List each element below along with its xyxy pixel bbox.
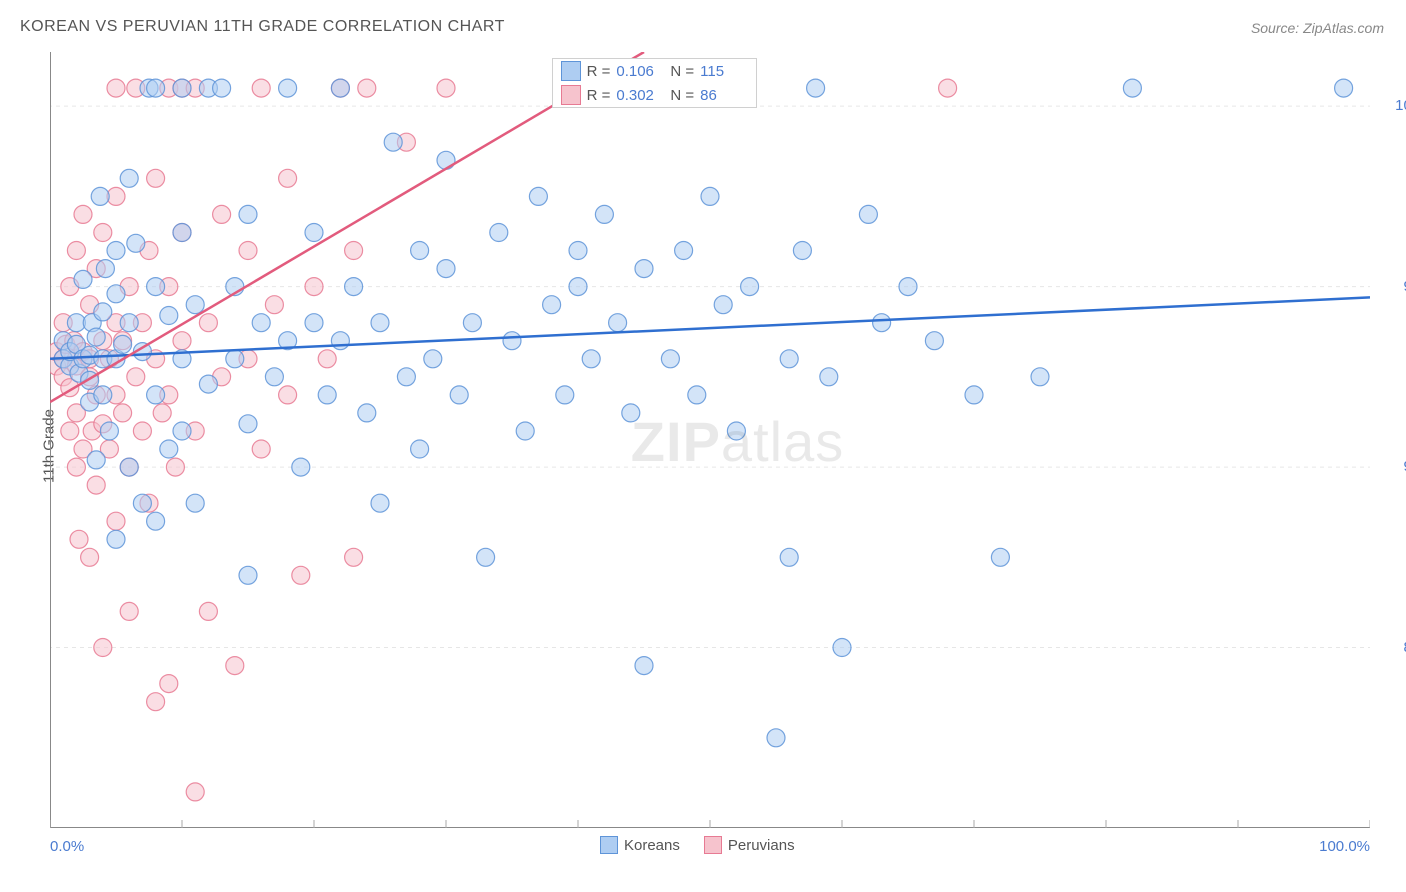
source-citation: Source: ZipAtlas.com — [1251, 20, 1384, 36]
chart-title: KOREAN VS PERUVIAN 11TH GRADE CORRELATIO… — [20, 18, 505, 36]
series-legend: Koreans Peruvians — [600, 836, 795, 854]
y-tick-label: 95.0% — [1376, 278, 1406, 295]
x-min-label: 0.0% — [50, 838, 84, 855]
x-max-label: 100.0% — [1319, 838, 1370, 855]
stat-legend-row: R =0.302N =86 — [553, 83, 757, 107]
legend-swatch — [704, 836, 722, 854]
stat-swatch — [561, 61, 581, 81]
y-tick-label: 90.0% — [1376, 458, 1406, 475]
legend-swatch — [600, 836, 618, 854]
legend-label: Peruvians — [728, 837, 795, 854]
y-tick-label: 100.0% — [1376, 97, 1406, 114]
legend-label: Koreans — [624, 837, 680, 854]
stat-swatch — [561, 85, 581, 105]
stat-legend-row: R =0.106N =115 — [553, 59, 757, 83]
legend-item: Peruvians — [704, 836, 795, 854]
legend-item: Koreans — [600, 836, 680, 854]
stat-legend: R =0.106N =115R =0.302N =86 — [552, 58, 758, 108]
y-tick-label: 85.0% — [1376, 639, 1406, 656]
scatter-plot: 85.0%90.0%95.0%100.0%0.0%100.0%KoreansPe… — [50, 52, 1370, 828]
